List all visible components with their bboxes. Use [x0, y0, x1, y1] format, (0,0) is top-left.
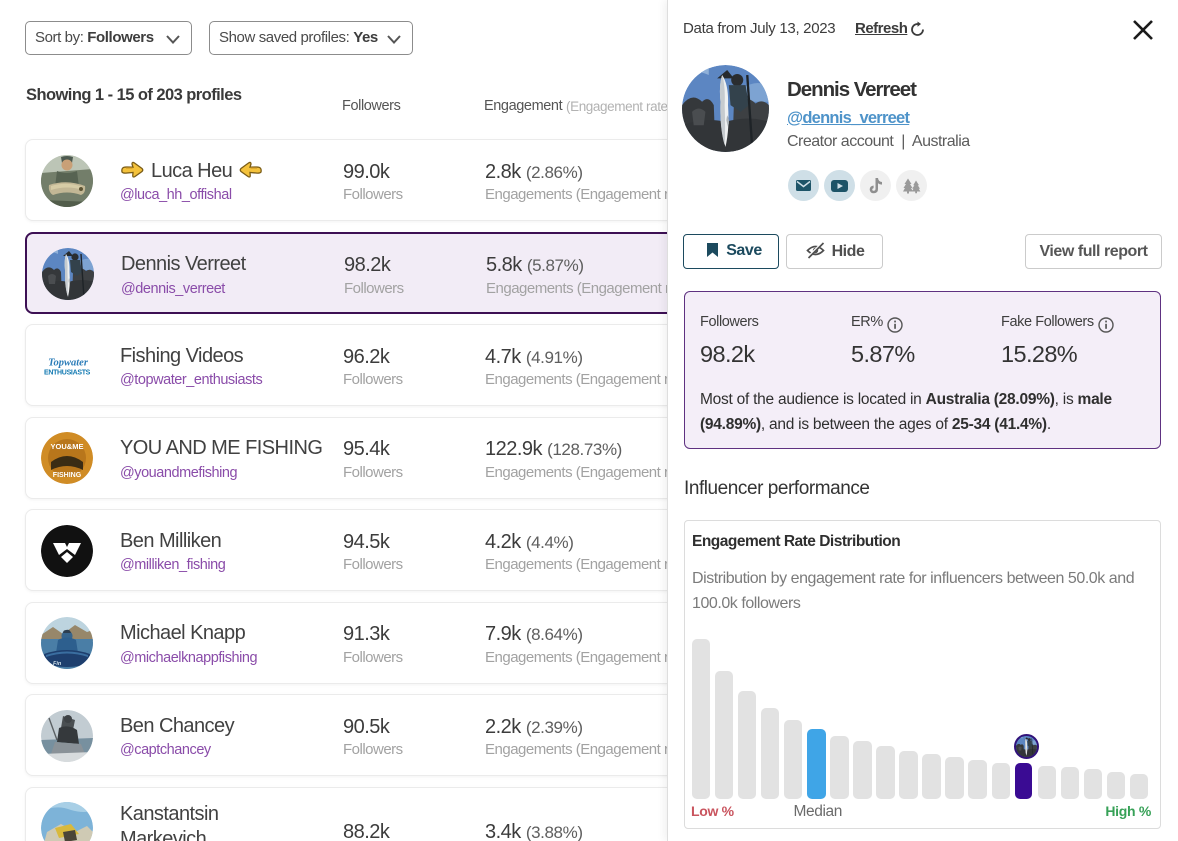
svg-text:Topwater: Topwater	[48, 357, 89, 368]
svg-text:YOU&ME: YOU&ME	[51, 442, 84, 451]
svg-text:FISHING: FISHING	[53, 472, 82, 479]
svg-text:Fin: Fin	[53, 661, 62, 667]
svg-text:ENTHUSIASTS: ENTHUSIASTS	[44, 369, 91, 376]
